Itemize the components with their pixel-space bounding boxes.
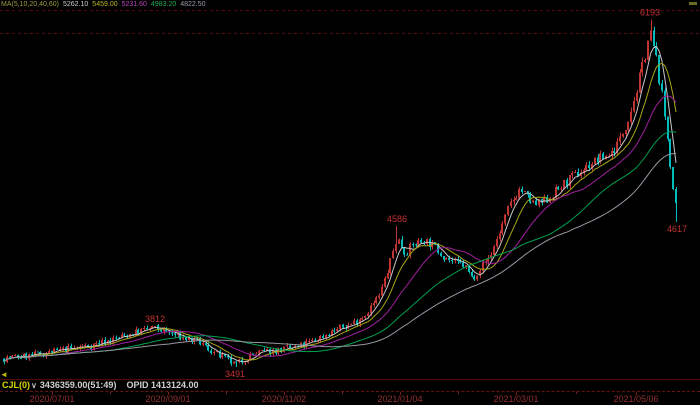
x-axis-tick (284, 392, 285, 395)
candle-series (3, 19, 677, 368)
x-axis-tick (52, 392, 53, 395)
x-axis-date-label: 2021/03/01 (493, 394, 539, 404)
legend-segment: 4822.50 (180, 1, 206, 8)
legend-segment: 4983.20 (150, 1, 177, 8)
price-chart[interactable]: 3812 3491 4586 6193 4617 ◄ (0, 0, 700, 379)
left-edge-marker-icon: ◄ (0, 370, 8, 379)
ma-line-60 (3, 153, 677, 363)
x-axis-date-label: 2020/07/01 (29, 394, 75, 404)
indicator-name[interactable]: CJL(0) (2, 380, 31, 390)
volume-indicator-bar: CJL(0)∨ 3436359.00(51:49) OPID 1413124.00 (0, 379, 700, 392)
x-axis-minor-tick (342, 392, 343, 394)
price-extreme-label: 3812 (145, 314, 165, 324)
x-axis-date-label: 2021/05/06 (613, 394, 659, 404)
chevron-down-icon[interactable]: ∨ (31, 381, 37, 390)
legend-segment: 5262.10 (62, 1, 89, 8)
ma-line-5 (3, 45, 677, 363)
price-extreme-label: 4617 (667, 224, 687, 234)
x-axis-minor-tick (576, 392, 577, 394)
ma-line-20 (3, 95, 677, 363)
x-axis-tick (636, 392, 637, 395)
x-axis-tick (168, 392, 169, 395)
legend-segment: 5459.00 (92, 1, 118, 8)
volume-value: 3436359.00(51:49) (39, 380, 117, 390)
x-axis-minor-tick (458, 392, 459, 394)
ma-line-10 (3, 62, 677, 363)
price-extreme-label: 6193 (640, 7, 660, 17)
x-axis-tick (516, 392, 517, 395)
legend-segment: 5231.60 (121, 1, 147, 8)
corner-artifact (689, 2, 697, 5)
legend-segment: MA(5,10,20,40,60) (1, 1, 59, 8)
x-axis-date-label: 2020/09/01 (145, 394, 191, 404)
ma-indicator-legend[interactable]: MA(5,10,20,40,60) 5262.10 5459.00 5231.60 49… (1, 0, 210, 10)
x-axis-tick (400, 392, 401, 395)
x-axis-date-label: 2020/11/02 (261, 394, 307, 404)
x-axis-minor-tick (110, 392, 111, 394)
price-extreme-label: 4586 (387, 214, 407, 224)
date-axis: 2020/07/01 2020/09/01 2020/11/02 2021/01/04… (0, 392, 700, 405)
open-interest-value: OPID 1413124.00 (126, 380, 199, 390)
candlestick-chart-canvas[interactable]: 3812 3491 4586 6193 4617 (0, 0, 700, 379)
x-axis-minor-tick (226, 392, 227, 394)
price-extreme-label: 3491 (225, 369, 245, 379)
x-axis-date-label: 2021/01/04 (377, 394, 423, 404)
